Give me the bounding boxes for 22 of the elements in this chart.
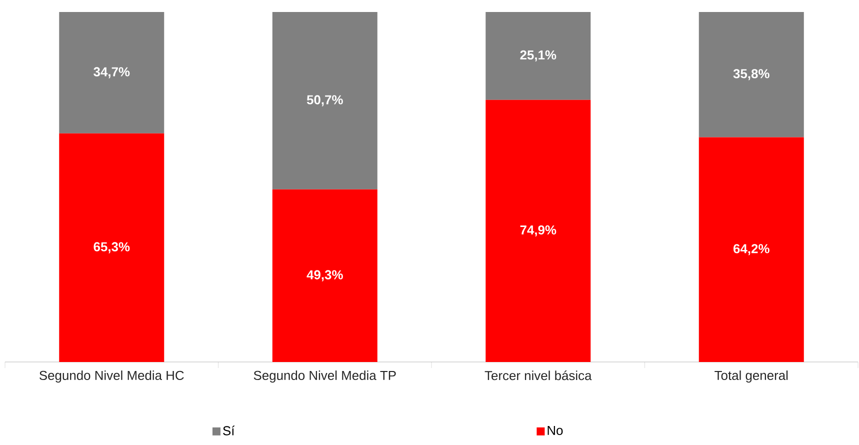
legend-label: Sí [223, 426, 235, 436]
bar [272, 189, 378, 362]
x-tick-label: Tercer nivel básica [484, 370, 592, 380]
bar [698, 137, 804, 362]
data-label: 34,7% [94, 67, 130, 78]
x-tick-label: Segundo Nivel Media TP [254, 370, 396, 383]
bar [486, 100, 591, 362]
legend-label: No [548, 426, 563, 436]
data-label: 35,8% [733, 69, 770, 80]
bar [59, 133, 164, 362]
bar [698, 12, 804, 138]
x-tick-label: Segundo Nivel Media HC [40, 370, 184, 383]
x-tick-label: Total general [714, 370, 788, 383]
data-label: 65,3% [94, 242, 130, 254]
data-label: 64,2% [733, 244, 770, 256]
data-label: 25,1% [520, 50, 556, 62]
data-label: 49,3% [306, 270, 343, 282]
data-label: 74,9% [520, 225, 556, 236]
bar [486, 12, 591, 100]
bar [272, 12, 378, 190]
data-label: 50,7% [306, 95, 343, 106]
bar [59, 12, 164, 134]
